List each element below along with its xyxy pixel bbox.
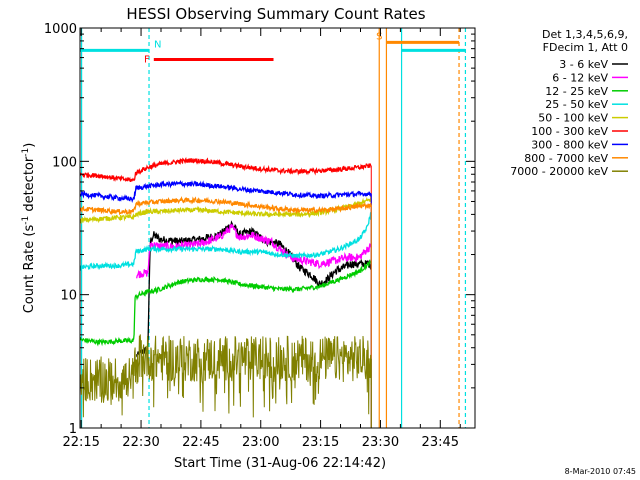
- legend-label-7: 800 - 7000 keV: [524, 152, 608, 165]
- series-300-800-kev: [80, 179, 372, 428]
- series-25-50-kev: [80, 211, 372, 428]
- x-tick-label-2: 22:45: [182, 435, 219, 450]
- x-tick-label-6: 23:45: [422, 435, 459, 450]
- series-line-100-300-kev: [80, 156, 372, 183]
- x-tick-label-1: 22:30: [122, 435, 159, 450]
- x-tick-label-4: 23:15: [302, 435, 339, 450]
- series-line-7000-20000-kev: [80, 334, 372, 418]
- series-3-6-kev: [136, 220, 372, 428]
- legend-header-1: FDecim 1, Att 0: [543, 41, 628, 54]
- y-tick-label-2: 100: [52, 155, 77, 170]
- legend-label-6: 300 - 800 keV: [531, 138, 608, 151]
- y-tick-label-0: 1: [69, 422, 77, 437]
- series-7000-20000-kev: [80, 334, 372, 428]
- legend-label-5: 100 - 300 keV: [531, 125, 608, 138]
- legend-header-0: Det 1,3,4,5,6,9,: [542, 28, 628, 41]
- series-line-12-25-kev: [80, 259, 372, 347]
- legend-label-2: 12 - 25 keV: [545, 85, 608, 98]
- x-tick-label-0: 22:15: [62, 435, 99, 450]
- y-tick-label-3: 1000: [44, 22, 77, 37]
- legend-label-0: 3 - 6 keV: [559, 58, 608, 71]
- y-tick-label-1: 10: [60, 289, 77, 304]
- series-line-800-7000-kev: [80, 195, 372, 216]
- x-tick-label-3: 23:00: [242, 435, 279, 450]
- plot-layer: NF S: [80, 28, 467, 428]
- flag-label-2: S: [376, 31, 382, 42]
- legend-label-1: 6 - 12 keV: [552, 71, 608, 84]
- plot-frame: [79, 27, 476, 429]
- flag-label-0: N: [154, 39, 161, 50]
- series-line-300-800-kev: [80, 179, 372, 203]
- flag-label-1: F: [144, 55, 150, 66]
- series-6-12-kev: [136, 223, 372, 428]
- x-tick-label-5: 23:30: [362, 435, 399, 450]
- y-axis-label: Count Rate (s-1 detector-1): [21, 143, 37, 314]
- legend-label-4: 50 - 100 keV: [538, 112, 608, 125]
- render-timestamp: 8-Mar-2010 07:45: [565, 467, 636, 476]
- series-line-3-6-kev: [136, 220, 372, 358]
- series-line-50-100-kev: [80, 195, 372, 225]
- legend-label-3: 25 - 50 keV: [545, 98, 608, 111]
- series-line-25-50-kev: [80, 212, 372, 272]
- legend: Det 1,3,4,5,6,9,FDecim 1, Att 0 3 - 6 keV…: [510, 28, 628, 178]
- chart-title: HESSI Observing Summary Count Rates: [126, 5, 425, 23]
- axis-ticks: 22:15 22:30 22:45 23:00 23:15 23:30 23:45 1 10 10…: [44, 22, 475, 450]
- x-axis-label: Start Time (31-Aug-06 22:14:42): [174, 456, 386, 471]
- legend-label-8: 7000 - 20000 keV: [510, 165, 608, 178]
